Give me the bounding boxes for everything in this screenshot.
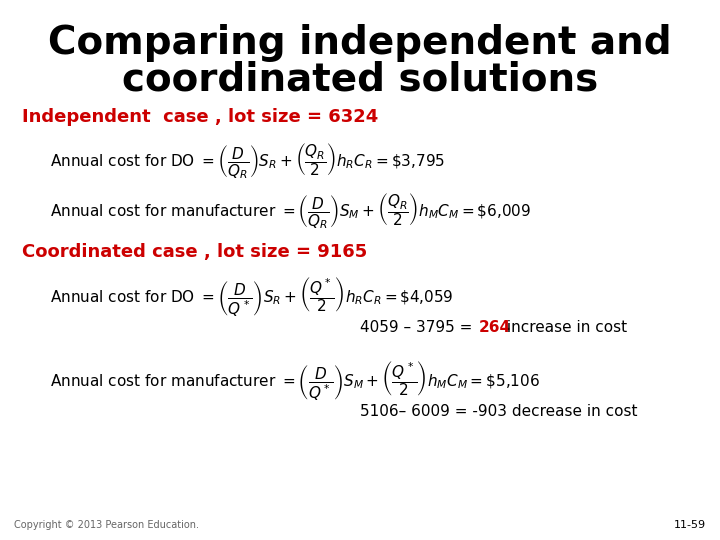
Text: 5106– 6009 = -903 decrease in cost: 5106– 6009 = -903 decrease in cost [360,404,637,419]
Text: 264: 264 [479,320,511,335]
Text: Annual cost for DO $= \left(\dfrac{D}{Q_R}\right)S_R + \left(\dfrac{Q_R}{2}\righ: Annual cost for DO $= \left(\dfrac{D}{Q_… [50,141,446,181]
Text: Annual cost for manufacturer $= \left(\dfrac{D}{Q_R}\right)S_M + \left(\dfrac{Q_: Annual cost for manufacturer $= \left(\d… [50,192,531,232]
Text: Independent  case , lot size = 6324: Independent case , lot size = 6324 [22,108,378,126]
Text: Coordinated case , lot size = 9165: Coordinated case , lot size = 9165 [22,243,367,261]
Text: Annual cost for DO $= \left(\dfrac{D}{Q^*}\right)S_R + \left(\dfrac{Q^*}{2}\righ: Annual cost for DO $= \left(\dfrac{D}{Q^… [50,275,454,319]
Text: 11-59: 11-59 [673,520,706,530]
Text: Annual cost for manufacturer $= \left(\dfrac{D}{Q^*}\right)S_M + \left(\dfrac{Q^: Annual cost for manufacturer $= \left(\d… [50,359,541,403]
Text: coordinated solutions: coordinated solutions [122,60,598,98]
Text: 4059 – 3795 =: 4059 – 3795 = [360,320,477,335]
Text: Copyright © 2013 Pearson Education.: Copyright © 2013 Pearson Education. [14,520,199,530]
Text: increase in cost: increase in cost [502,320,627,335]
Text: Comparing independent and: Comparing independent and [48,24,672,62]
